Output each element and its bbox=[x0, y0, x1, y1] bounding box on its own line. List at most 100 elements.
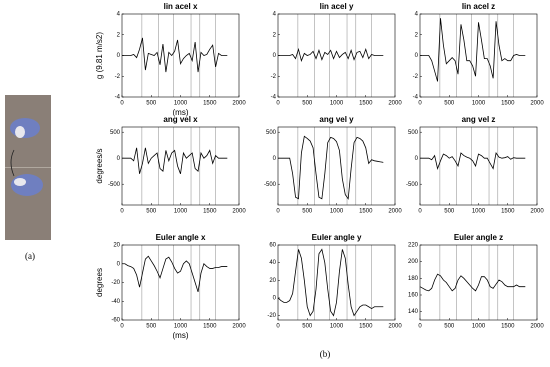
subplot: lin acel y -4 -2 0 2 4 0 500 1000 1500 2000 bbox=[271, 2, 403, 106]
x-tick-label: 500 bbox=[444, 324, 455, 330]
y-tick-label: 140 bbox=[408, 309, 419, 315]
x-tick-label: 2000 bbox=[232, 209, 246, 215]
photo bbox=[5, 95, 51, 240]
y-tick-label: 200 bbox=[408, 259, 419, 265]
subplot-title: Euler angle x bbox=[156, 233, 206, 242]
y-axis-label: degrees/s bbox=[95, 148, 104, 183]
data-line bbox=[122, 255, 228, 292]
data-line bbox=[122, 37, 228, 73]
y-tick-label: 4 bbox=[415, 12, 419, 18]
x-tick-label: 500 bbox=[302, 209, 313, 215]
x-tick-label: 1000 bbox=[330, 209, 344, 215]
x-tick-label: 2000 bbox=[530, 101, 544, 107]
x-tick-label: 1000 bbox=[472, 324, 486, 330]
x-tick-label: 0 bbox=[120, 101, 124, 107]
data-line bbox=[278, 135, 384, 200]
y-tick-label: 0 bbox=[117, 53, 121, 59]
y-tick-label: 500 bbox=[266, 130, 277, 136]
y-tick-label: 2 bbox=[415, 32, 419, 38]
x-tick-label: 0 bbox=[418, 101, 422, 107]
plot-frame bbox=[419, 244, 538, 321]
subplot-title: ang vel z bbox=[462, 115, 496, 124]
x-tick-label: 2000 bbox=[530, 324, 544, 330]
y-tick-label: -2 bbox=[413, 74, 419, 80]
subplot: lin acel z -4 -2 0 2 4 0 500 1000 1500 2000 bbox=[413, 2, 545, 106]
x-tick-label: 500 bbox=[146, 324, 157, 330]
device-bottom bbox=[14, 178, 26, 186]
y-tick-label: -40 bbox=[111, 299, 120, 305]
y-tick-label: -20 bbox=[111, 280, 120, 286]
plot-frame bbox=[121, 126, 240, 206]
x-axis-label: (ms) bbox=[173, 331, 189, 340]
x-tick-label: 1000 bbox=[330, 101, 344, 107]
x-tick-label: 1500 bbox=[359, 101, 373, 107]
y-tick-label: 4 bbox=[117, 12, 121, 18]
y-tick-label: 500 bbox=[408, 130, 419, 136]
subplot-title: ang vel y bbox=[319, 115, 354, 124]
y-tick-label: 0 bbox=[273, 296, 277, 302]
x-tick-label: 1500 bbox=[203, 209, 217, 215]
y-tick-label: 40 bbox=[269, 260, 276, 266]
y-tick-label: 4 bbox=[273, 12, 277, 18]
x-tick-label: 1500 bbox=[203, 324, 217, 330]
x-tick-label: 1000 bbox=[174, 209, 188, 215]
x-tick-label: 2000 bbox=[530, 209, 544, 215]
panel-label: (a) bbox=[25, 251, 35, 261]
y-tick-label: 0 bbox=[273, 53, 277, 59]
x-tick-label: 2000 bbox=[232, 101, 246, 107]
x-tick-label: 0 bbox=[120, 209, 124, 215]
y-axis-label: degrees bbox=[95, 268, 104, 297]
y-tick-label: -500 bbox=[108, 182, 121, 188]
y-tick-label: 20 bbox=[113, 243, 120, 249]
y-tick-label: 60 bbox=[269, 243, 276, 249]
x-tick-label: 2000 bbox=[388, 101, 402, 107]
plot-frame bbox=[121, 13, 240, 98]
y-tick-label: -500 bbox=[406, 182, 419, 188]
y-tick-label: -500 bbox=[264, 182, 277, 188]
y-tick-label: -4 bbox=[413, 95, 419, 101]
x-tick-label: 0 bbox=[418, 324, 422, 330]
y-tick-label: 20 bbox=[269, 278, 276, 284]
y-tick-label: 0 bbox=[415, 156, 419, 162]
subplot-title: ang vel x bbox=[163, 115, 198, 124]
x-tick-label: 500 bbox=[444, 101, 455, 107]
x-tick-label: 2000 bbox=[232, 324, 246, 330]
x-axis-label: (ms) bbox=[173, 108, 189, 117]
subplot: ang vel x -500 0 500 0 500 1000 1500 2000 degrees… bbox=[95, 115, 246, 214]
y-tick-label: 0 bbox=[415, 53, 419, 59]
x-tick-label: 500 bbox=[444, 209, 455, 215]
y-tick-label: -60 bbox=[111, 318, 120, 324]
photo-divider bbox=[5, 167, 51, 168]
panel-label: (b) bbox=[320, 349, 331, 359]
plot-frame bbox=[419, 126, 538, 206]
x-tick-label: 500 bbox=[146, 209, 157, 215]
x-tick-label: 1000 bbox=[174, 324, 188, 330]
subplot: ang vel y -500 0 500 0 500 1000 1500 2000 bbox=[264, 115, 402, 214]
y-tick-label: 2 bbox=[117, 32, 121, 38]
y-tick-label: 2 bbox=[273, 32, 277, 38]
subplot: ang vel z -500 0 500 0 500 1000 1500 2000 bbox=[406, 115, 544, 214]
x-tick-label: 1000 bbox=[472, 101, 486, 107]
subplot-title: Euler angle z bbox=[454, 233, 503, 242]
y-tick-label: 0 bbox=[117, 156, 121, 162]
y-tick-label: -20 bbox=[267, 313, 276, 319]
data-line bbox=[420, 18, 526, 82]
plot-frame bbox=[277, 244, 396, 321]
y-tick-label: 500 bbox=[110, 130, 121, 136]
data-line bbox=[419, 273, 526, 292]
x-tick-label: 1500 bbox=[359, 209, 373, 215]
y-tick-label: 180 bbox=[408, 276, 419, 282]
subplot-title: Euler angle y bbox=[312, 233, 362, 242]
y-tick-label: -4 bbox=[271, 95, 277, 101]
y-tick-label: -2 bbox=[115, 74, 121, 80]
x-tick-label: 1500 bbox=[203, 101, 217, 107]
x-tick-label: 0 bbox=[120, 324, 124, 330]
x-tick-label: 1500 bbox=[501, 324, 515, 330]
data-line bbox=[420, 151, 526, 170]
y-axis-label: g (9.81 m/s2) bbox=[95, 32, 104, 79]
x-tick-label: 1500 bbox=[501, 209, 515, 215]
motion-arrow bbox=[10, 149, 15, 177]
x-tick-label: 0 bbox=[276, 324, 280, 330]
